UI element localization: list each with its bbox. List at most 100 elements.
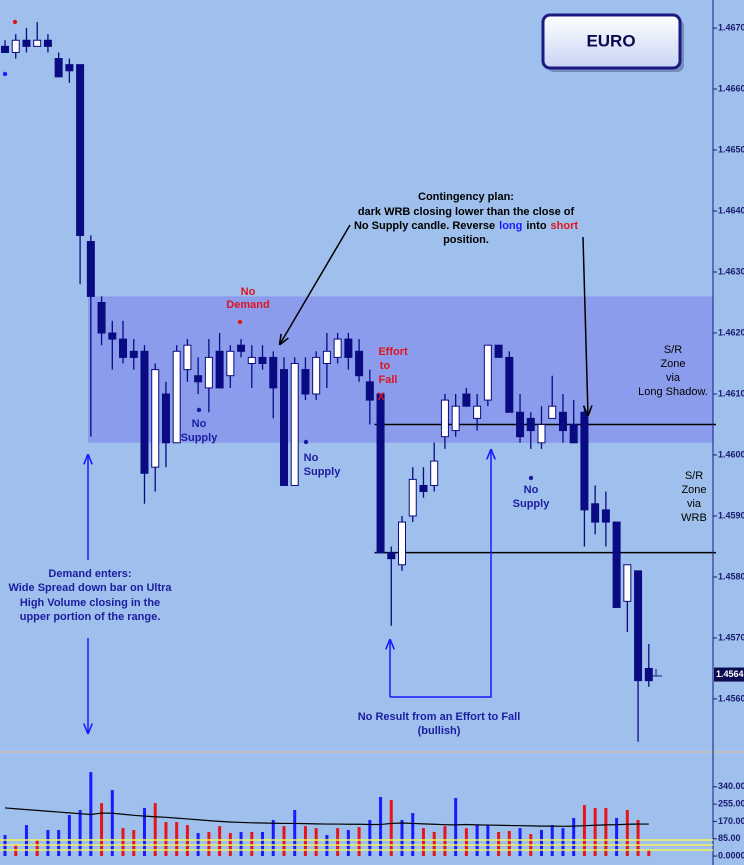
candle-body <box>537 423 546 444</box>
candle-body <box>301 369 310 395</box>
volume-bar <box>57 829 61 857</box>
annotation: to <box>380 360 391 372</box>
volume-bar <box>153 803 157 857</box>
volume-bar <box>67 815 71 857</box>
candle-body <box>290 362 299 486</box>
volume-bar <box>540 829 543 857</box>
volume-bar <box>346 829 350 857</box>
annotation: No <box>304 452 319 464</box>
candle-body <box>247 356 256 364</box>
y-tick-label: 1.4650 <box>718 144 744 154</box>
annotation: X <box>377 391 385 403</box>
candle-body <box>451 405 460 432</box>
volume-bar <box>400 819 404 857</box>
candle-body <box>419 484 428 493</box>
volume-bar <box>454 797 458 857</box>
volume-bar <box>561 828 565 857</box>
annotation: Fall <box>379 374 398 386</box>
annotation: S/R <box>664 344 682 356</box>
candle-body <box>505 356 514 413</box>
annotation: No <box>192 418 207 430</box>
candle-body <box>462 393 471 407</box>
candle-body <box>279 369 288 486</box>
y-tick-label: 1.4630 <box>718 266 744 276</box>
y-tick-label: 1.4670 <box>718 22 744 32</box>
volume-bar <box>593 807 597 857</box>
candle-body <box>376 393 385 554</box>
volume-bar <box>314 828 318 857</box>
annotation: No <box>241 286 256 298</box>
annotation: Effort <box>378 346 408 358</box>
annotation: Zone <box>681 484 706 496</box>
annotation: Contingency plan: <box>418 191 514 203</box>
annotation: Supply <box>181 432 219 444</box>
annotation: WRB <box>681 512 707 524</box>
y-tick-label: 340.00 <box>718 781 744 791</box>
volume-bar <box>142 807 146 857</box>
candle-body <box>65 64 74 72</box>
annotation-part: long <box>499 220 522 232</box>
threshold-lines <box>0 839 713 851</box>
volume-bar <box>432 832 436 857</box>
y-tick-label: 1.4660 <box>718 83 744 93</box>
candle-body <box>76 64 85 236</box>
candle-body <box>97 302 106 334</box>
y-tick-label: 1.4600 <box>718 449 744 459</box>
volume-bar <box>507 830 511 857</box>
candle-body <box>408 478 417 517</box>
volume-bar <box>293 810 297 857</box>
volume-bar <box>389 800 393 857</box>
candle-body <box>258 356 267 364</box>
candle-body <box>483 344 492 401</box>
markers <box>2 19 662 677</box>
candle-body <box>494 344 503 358</box>
annotation: via <box>687 498 702 510</box>
candle-body <box>634 570 643 682</box>
volume-bar <box>647 850 651 857</box>
annotation: Zone <box>660 358 685 370</box>
volume-bar <box>604 807 608 857</box>
candle-body <box>516 411 525 438</box>
annotation: High Volume closing in the <box>20 597 160 609</box>
volume-bar <box>615 817 619 857</box>
volume-bar <box>368 819 372 857</box>
sr-zone <box>88 296 713 443</box>
volume-bar <box>282 826 286 857</box>
chart-title: EURO <box>586 31 635 50</box>
candle-body <box>558 411 567 432</box>
candle-body <box>11 39 20 53</box>
annotation: No <box>524 484 539 496</box>
annotation: Supply <box>513 498 551 510</box>
annotation: Demand enters: <box>48 568 131 580</box>
y-tick-label: 1.4580 <box>718 571 744 581</box>
candle-body <box>215 350 224 389</box>
volume-bar <box>46 829 50 857</box>
volume-bar <box>379 796 383 857</box>
candle-body <box>43 39 52 47</box>
candle-body <box>569 423 578 444</box>
current-price-box <box>714 667 744 682</box>
candle-body <box>398 521 407 566</box>
volume-bar <box>582 805 586 857</box>
candle-body <box>322 350 331 364</box>
candle-body <box>183 344 192 371</box>
volume-bar <box>464 828 468 857</box>
candle-body <box>387 552 396 560</box>
volume-bar <box>110 790 114 857</box>
volume-bar <box>303 826 307 857</box>
volume-bar <box>518 828 522 857</box>
candle-body <box>140 350 149 474</box>
annotation-part: short <box>551 220 579 232</box>
candle-body <box>430 460 439 486</box>
y-tick-label: 0.0000 <box>718 850 744 860</box>
y-tick-label: 1.4620 <box>718 327 744 337</box>
volume-bar <box>218 826 222 857</box>
annotation-part: No Supply candle. Reverse <box>354 220 495 232</box>
annotation: via <box>666 372 681 384</box>
volume-bar <box>357 827 361 857</box>
volume-average <box>4 807 649 827</box>
candle-body <box>237 344 246 352</box>
volume-bar <box>497 832 501 857</box>
annotation: No Result from an Effort to Fall <box>358 711 521 723</box>
annotation: Long Shadow. <box>638 386 708 398</box>
